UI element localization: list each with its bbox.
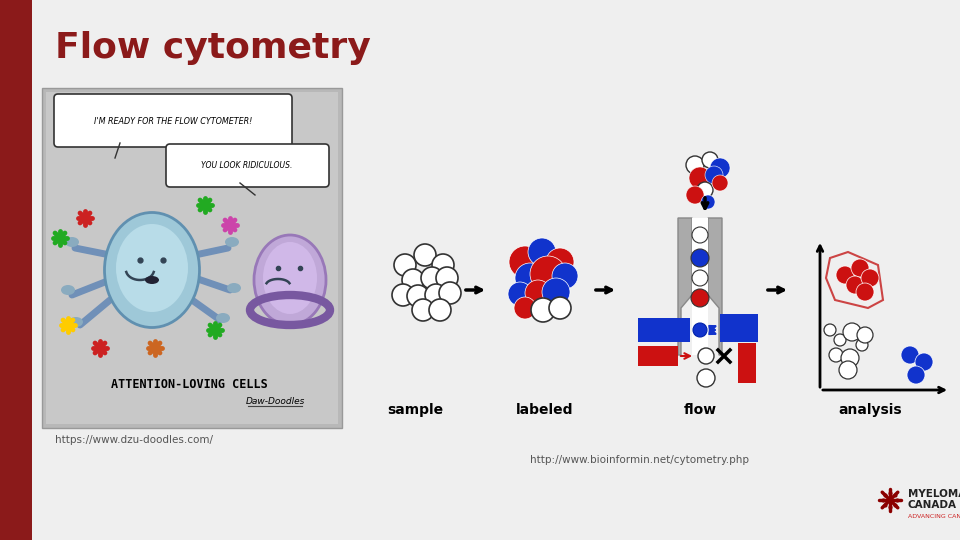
- Circle shape: [421, 267, 443, 289]
- Ellipse shape: [145, 276, 159, 284]
- Ellipse shape: [263, 242, 317, 314]
- Circle shape: [851, 259, 869, 277]
- Text: Flow cytometry: Flow cytometry: [55, 31, 371, 65]
- Circle shape: [412, 299, 434, 321]
- Text: labeled: labeled: [516, 403, 574, 417]
- Circle shape: [508, 282, 532, 306]
- Circle shape: [710, 158, 730, 178]
- Circle shape: [530, 256, 566, 292]
- Circle shape: [901, 346, 919, 364]
- Circle shape: [402, 269, 424, 291]
- Circle shape: [429, 299, 451, 321]
- Circle shape: [692, 270, 708, 286]
- Ellipse shape: [69, 317, 83, 327]
- Circle shape: [697, 369, 715, 387]
- Circle shape: [425, 284, 447, 306]
- Circle shape: [845, 325, 859, 339]
- Text: ADVANCING CANADA UNITED: ADVANCING CANADA UNITED: [908, 514, 960, 518]
- Circle shape: [525, 280, 551, 306]
- Text: flow: flow: [684, 403, 716, 417]
- FancyBboxPatch shape: [54, 94, 292, 147]
- Circle shape: [509, 246, 541, 278]
- Bar: [0, 0, 32, 540]
- Circle shape: [853, 336, 871, 354]
- Circle shape: [698, 348, 714, 364]
- Text: https://www.dzu-doodles.com/: https://www.dzu-doodles.com/: [55, 435, 213, 445]
- Circle shape: [394, 254, 416, 276]
- Ellipse shape: [65, 237, 79, 247]
- Circle shape: [856, 283, 874, 301]
- Circle shape: [542, 278, 570, 306]
- Circle shape: [907, 366, 925, 384]
- Circle shape: [392, 284, 414, 306]
- Circle shape: [689, 167, 711, 189]
- Circle shape: [686, 156, 704, 174]
- Circle shape: [712, 175, 728, 191]
- Text: MYELOMA: MYELOMA: [908, 489, 960, 499]
- Text: Daw-Doodles: Daw-Doodles: [246, 397, 304, 407]
- Polygon shape: [678, 218, 692, 355]
- Text: http://www.bioinformin.net/cytometry.php: http://www.bioinformin.net/cytometry.php: [530, 455, 749, 465]
- Ellipse shape: [254, 235, 326, 325]
- Ellipse shape: [225, 237, 239, 247]
- Circle shape: [436, 267, 458, 289]
- Circle shape: [514, 297, 536, 319]
- Bar: [720, 314, 758, 342]
- Circle shape: [839, 361, 857, 379]
- Circle shape: [432, 254, 454, 276]
- Text: I'M READY FOR THE FLOW CYTOMETER!: I'M READY FOR THE FLOW CYTOMETER!: [94, 117, 252, 125]
- Circle shape: [546, 248, 574, 276]
- Text: ATTENTION-LOVING CELLS: ATTENTION-LOVING CELLS: [110, 379, 268, 392]
- Circle shape: [859, 329, 871, 341]
- Circle shape: [691, 249, 709, 267]
- Circle shape: [692, 227, 708, 243]
- Circle shape: [549, 297, 571, 319]
- Circle shape: [414, 244, 436, 266]
- Circle shape: [833, 333, 847, 347]
- Circle shape: [552, 263, 578, 289]
- Circle shape: [861, 269, 879, 287]
- Circle shape: [915, 353, 933, 371]
- Circle shape: [439, 282, 461, 304]
- Bar: [42, 88, 342, 428]
- Circle shape: [827, 346, 845, 364]
- Bar: [738, 343, 756, 383]
- Circle shape: [528, 238, 556, 266]
- Text: CANADA: CANADA: [908, 500, 957, 510]
- Ellipse shape: [61, 285, 75, 295]
- Bar: [638, 346, 678, 366]
- Text: YOU LOOK RIDICULOUS.: YOU LOOK RIDICULOUS.: [202, 160, 293, 170]
- Circle shape: [702, 152, 718, 168]
- Circle shape: [515, 263, 545, 293]
- Circle shape: [705, 166, 723, 184]
- FancyBboxPatch shape: [166, 144, 329, 187]
- Circle shape: [686, 186, 704, 204]
- Circle shape: [822, 322, 838, 338]
- Bar: [638, 318, 690, 342]
- Bar: [692, 218, 708, 355]
- Polygon shape: [708, 218, 722, 355]
- Ellipse shape: [216, 313, 230, 323]
- Text: analysis: analysis: [838, 403, 901, 417]
- Ellipse shape: [105, 213, 200, 327]
- Ellipse shape: [116, 224, 188, 312]
- Bar: [46, 92, 338, 424]
- Circle shape: [531, 298, 555, 322]
- Circle shape: [407, 285, 429, 307]
- Circle shape: [836, 266, 854, 284]
- Text: sample: sample: [387, 403, 444, 417]
- Circle shape: [693, 323, 707, 337]
- Circle shape: [843, 351, 857, 365]
- Circle shape: [691, 289, 709, 307]
- Ellipse shape: [227, 283, 241, 293]
- Circle shape: [701, 195, 715, 209]
- Circle shape: [697, 182, 713, 198]
- Bar: [0, 0, 960, 120]
- Circle shape: [846, 276, 864, 294]
